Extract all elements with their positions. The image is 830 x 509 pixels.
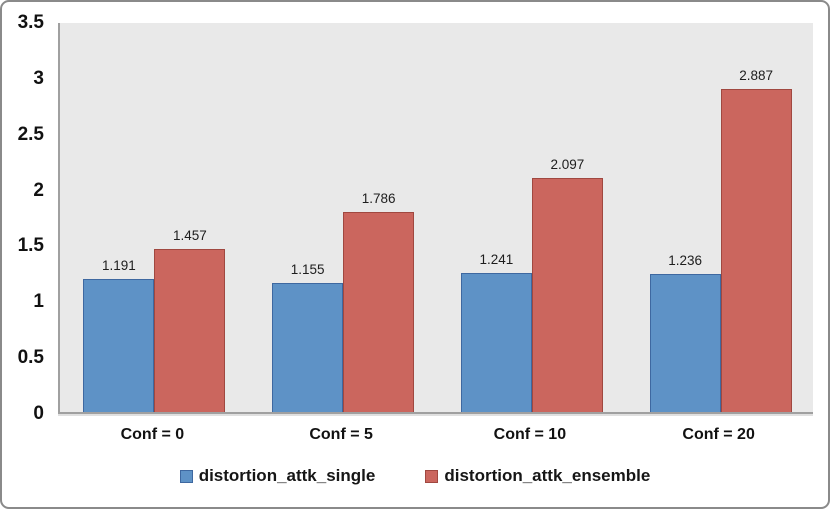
bar-distortion_attk_ensemble (154, 249, 226, 412)
legend: distortion_attk_single distortion_attk_en… (2, 466, 828, 486)
legend-item: distortion_attk_ensemble (425, 466, 650, 486)
y-tick-label: 1 (33, 291, 44, 313)
bar-distortion_attk_single (272, 282, 344, 412)
bar-group: 1.241 2.097 (438, 23, 627, 412)
legend-label: distortion_attk_single (198, 466, 376, 485)
legend-swatch-icon (425, 469, 439, 483)
y-tick-label: 2 (33, 179, 44, 201)
legend-label: distortion_attk_ensemble (444, 466, 651, 485)
plot-area: 1.191 1.457 1.155 1.786 1.241 2.097 1.236 2.887 (58, 23, 813, 414)
bar-value-label: 2.097 (550, 156, 585, 172)
bar-distortion_attk_ensemble (531, 177, 603, 412)
legend-swatch-icon (179, 469, 193, 483)
bar-groups: 1.191 1.457 1.155 1.786 1.241 2.097 1.236 2.887 (60, 23, 813, 412)
bar-value-label: 1.457 (172, 228, 207, 244)
bar-distortion_attk_single (83, 278, 155, 412)
bar-distortion_attk_ensemble (343, 212, 415, 412)
y-tick-label: 2.5 (17, 123, 44, 145)
x-category-label: Conf = 10 (493, 426, 567, 443)
y-axis-tick-labels: 0 0.5 1 1.5 2 2.5 3 3.5 (2, 12, 52, 424)
bar-value-label: 2.887 (739, 68, 774, 84)
bar-value-label: 1.155 (290, 261, 325, 277)
bar-group: 1.236 2.887 (626, 23, 815, 412)
bar-distortion_attk_single (460, 273, 532, 412)
x-category-label: Conf = 20 (682, 426, 755, 443)
bar-distortion_attk_ensemble (720, 89, 792, 412)
bar-group: 1.155 1.786 (249, 23, 438, 412)
bar-value-label: 1.786 (361, 191, 396, 207)
bar-group: 1.191 1.457 (60, 23, 249, 412)
y-tick-label: 0.5 (17, 347, 44, 369)
bar-value-label: 1.241 (479, 252, 514, 268)
y-tick-label: 3 (33, 67, 44, 89)
x-category-label: Conf = 0 (120, 426, 185, 443)
y-tick-label: 1.5 (17, 235, 44, 257)
bar-distortion_attk_single (649, 273, 721, 412)
legend-item: distortion_attk_single (179, 466, 376, 486)
y-tick-label: 3.5 (17, 12, 44, 33)
bar-value-label: 1.236 (668, 252, 703, 268)
bar-value-label: 1.191 (101, 257, 136, 273)
x-category-label: Conf = 5 (309, 426, 373, 443)
x-axis-category-labels: Conf = 0 Conf = 5 Conf = 10 Conf = 20 (58, 426, 813, 452)
y-tick-label: 0 (33, 403, 44, 424)
